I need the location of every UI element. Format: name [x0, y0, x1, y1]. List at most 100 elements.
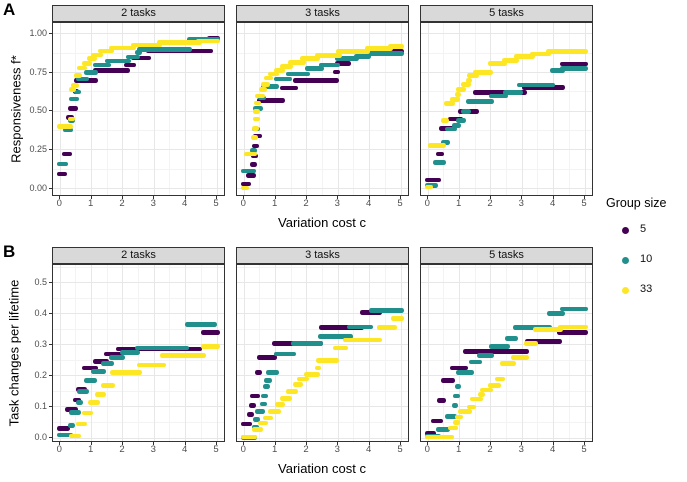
data-series-segment — [424, 434, 454, 440]
gridline-minor — [568, 23, 570, 195]
data-series-segment — [545, 49, 589, 55]
data-series-segment — [125, 54, 141, 60]
x-tick-mark — [59, 196, 61, 199]
data-series-segment — [559, 306, 589, 312]
x-tick-label: 5 — [397, 444, 403, 455]
data-series-segment — [292, 78, 339, 83]
gridline-minor — [200, 265, 202, 441]
data-series-segment — [559, 61, 589, 67]
data-series-segment — [56, 171, 67, 177]
data-series-segment — [556, 330, 589, 335]
x-tick-mark — [90, 442, 92, 445]
data-series-segment — [253, 417, 261, 422]
gridline-minor — [237, 168, 408, 170]
data-series-segment — [91, 368, 106, 374]
gridline-minor — [421, 390, 592, 392]
gridline-minor — [237, 390, 408, 392]
data-series-segment — [291, 340, 323, 346]
x-tick-mark — [216, 442, 217, 445]
data-series-segment — [303, 372, 320, 377]
y-tick-mark — [49, 312, 52, 314]
gridline-major — [237, 188, 408, 190]
gridline-major — [237, 33, 408, 35]
data-series-segment — [319, 325, 364, 331]
data-series-segment — [391, 316, 405, 321]
gridline-minor — [75, 265, 77, 441]
gridline-minor — [384, 265, 386, 441]
gridline-major — [185, 23, 187, 195]
data-series-segment — [435, 151, 445, 157]
y-tick-label: 1.00 — [29, 27, 47, 38]
data-series-segment — [336, 49, 370, 55]
data-series-segment — [525, 339, 562, 345]
x-tick-label: 1 — [455, 444, 462, 455]
data-series-segment — [201, 344, 221, 349]
x-tick-mark — [153, 196, 155, 199]
x-axis-title-a: Variation cost c — [278, 215, 366, 230]
data-series-segment — [286, 389, 298, 394]
gridline-major — [237, 149, 408, 151]
data-series-segment — [56, 432, 74, 438]
data-series-segment — [467, 73, 479, 79]
gridline-minor — [443, 23, 445, 195]
data-series-segment — [91, 52, 103, 58]
x-tick-label: 0 — [424, 444, 430, 455]
legend-dot-yellow-icon — [622, 286, 629, 294]
gridline-minor — [384, 23, 386, 195]
data-series-segment — [448, 116, 464, 122]
data-series-segment — [456, 118, 467, 123]
gridline-minor — [443, 265, 445, 441]
data-series-segment — [119, 350, 141, 355]
data-series-segment — [333, 345, 348, 351]
y-tick-mark — [49, 281, 52, 283]
data-series-segment — [511, 354, 529, 360]
data-series-segment — [252, 126, 259, 131]
facet-panel-b-5tasks — [420, 264, 593, 442]
data-series-segment — [75, 400, 83, 405]
data-series-segment — [252, 116, 260, 122]
data-series-segment — [449, 365, 468, 371]
gridline-major — [553, 23, 555, 195]
facet-strip-b-2tasks: 2 tasks — [52, 247, 225, 264]
data-series-segment — [81, 61, 92, 66]
facet-strip-b-5tasks: 5 tasks — [420, 247, 593, 264]
gridline-major — [243, 265, 245, 441]
y-tick-mark — [49, 187, 52, 189]
x-tick-mark — [489, 196, 491, 199]
data-series-segment — [479, 387, 493, 393]
x-tick-mark — [552, 442, 554, 445]
data-series-segment — [130, 42, 163, 48]
data-series-segment — [251, 153, 259, 159]
data-series-segment — [69, 96, 80, 102]
x-tick-label: 1 — [87, 444, 94, 455]
gridline-minor — [53, 359, 224, 361]
data-series-segment — [253, 109, 261, 114]
gridline-major — [490, 23, 492, 195]
x-tick-label: 4 — [366, 198, 372, 209]
x-tick-mark — [552, 196, 554, 199]
data-series-segment — [247, 412, 254, 418]
x-tick-mark — [184, 196, 186, 199]
gridline-major — [53, 344, 224, 346]
data-series-segment — [252, 143, 259, 149]
gridline-minor — [537, 23, 539, 195]
gridline-minor — [237, 91, 408, 93]
data-series-segment — [250, 162, 258, 167]
data-series-segment — [503, 90, 523, 96]
data-series-segment — [56, 426, 70, 431]
gridline-major — [243, 23, 245, 195]
gridline-major — [237, 344, 408, 346]
x-tick-mark — [489, 442, 491, 445]
data-series-segment — [440, 378, 456, 383]
gridline-major — [216, 265, 218, 441]
data-series-segment — [424, 177, 442, 183]
data-series-segment — [286, 71, 311, 77]
gridline-minor — [421, 130, 592, 132]
data-series-segment — [83, 378, 97, 383]
data-series-segment — [259, 401, 267, 407]
data-series-segment — [83, 70, 99, 75]
gridline-minor — [322, 265, 324, 441]
data-series-segment — [157, 40, 202, 45]
y-tick-mark — [49, 374, 52, 376]
